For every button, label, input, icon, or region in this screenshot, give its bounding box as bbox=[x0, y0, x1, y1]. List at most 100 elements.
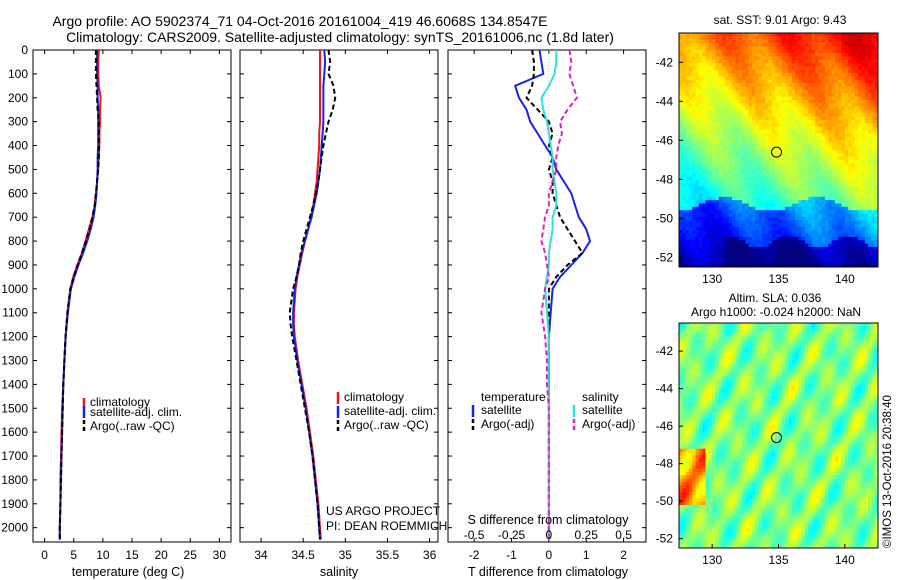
heatmap-cell bbox=[818, 263, 823, 268]
x-tick-label: 0 bbox=[41, 548, 48, 562]
heatmap-cell bbox=[755, 46, 759, 51]
heatmap-cell bbox=[871, 176, 876, 181]
heatmap-cell bbox=[702, 326, 706, 331]
heatmap-cell bbox=[725, 106, 730, 111]
heatmap-cell bbox=[854, 256, 859, 261]
heatmap-cell bbox=[685, 36, 690, 41]
heatmap-cell bbox=[682, 136, 687, 141]
heatmap-cell bbox=[685, 203, 690, 208]
heatmap-cell bbox=[778, 156, 783, 161]
heatmap-cell bbox=[685, 176, 690, 181]
heatmap-cell bbox=[824, 236, 829, 241]
heatmap-cell bbox=[732, 176, 736, 181]
heatmap-cell bbox=[758, 63, 763, 67]
heatmap-cell bbox=[841, 176, 846, 181]
heatmap-cell bbox=[814, 223, 819, 228]
heatmap-cell bbox=[725, 53, 730, 57]
heatmap-cell bbox=[841, 170, 846, 174]
heatmap-cell bbox=[755, 89, 759, 94]
heatmap-cell bbox=[861, 83, 866, 87]
heatmap-cell bbox=[864, 99, 869, 104]
heatmap-cell bbox=[848, 133, 852, 138]
heatmap-cell bbox=[805, 339, 809, 344]
heatmap-cell bbox=[864, 66, 869, 71]
heatmap-cell bbox=[868, 183, 872, 188]
heatmap-cell bbox=[805, 63, 809, 67]
heatmap-cell bbox=[808, 160, 813, 164]
heatmap-cell bbox=[768, 256, 773, 261]
heatmap-cell bbox=[841, 89, 846, 94]
heatmap-cell bbox=[682, 83, 687, 87]
heatmap-cell bbox=[834, 96, 839, 101]
heatmap-cell bbox=[695, 186, 700, 191]
heatmap-cell bbox=[798, 129, 803, 134]
heatmap-cell bbox=[751, 33, 756, 37]
heatmap-cell bbox=[864, 323, 869, 327]
heatmap-cell bbox=[705, 156, 710, 161]
heatmap-cell bbox=[785, 346, 789, 350]
heatmap-cell bbox=[841, 253, 846, 258]
heatmap-cell bbox=[745, 263, 750, 268]
heatmap-cell bbox=[761, 173, 766, 178]
heatmap-cell bbox=[864, 166, 869, 171]
heatmap-cell bbox=[738, 69, 743, 74]
heatmap-cell bbox=[738, 133, 743, 138]
y-tick-label: 300 bbox=[8, 115, 28, 129]
heatmap-cell bbox=[798, 156, 803, 161]
heatmap-cell bbox=[778, 56, 783, 61]
heatmap-cell bbox=[814, 89, 819, 94]
heatmap-cell bbox=[692, 329, 696, 334]
heatmap-cell bbox=[695, 49, 700, 54]
heatmap-cell bbox=[728, 230, 733, 234]
heatmap-cell bbox=[854, 63, 859, 67]
heatmap-cell bbox=[824, 160, 829, 164]
heatmap-cell bbox=[861, 190, 866, 194]
heatmap-cell bbox=[761, 336, 766, 340]
heatmap-cell bbox=[864, 106, 869, 111]
heatmap-cell bbox=[715, 200, 720, 204]
heatmap-cell bbox=[814, 126, 819, 131]
heatmap-cell bbox=[755, 129, 759, 134]
heatmap-cell bbox=[778, 203, 783, 208]
difference-xlabel: T difference from climatology bbox=[468, 565, 629, 579]
heatmap-cell bbox=[705, 119, 710, 124]
heatmap-cell bbox=[831, 240, 836, 244]
heatmap-cell bbox=[732, 206, 736, 211]
heatmap-cell bbox=[791, 53, 796, 57]
heatmap-cell bbox=[808, 113, 813, 117]
heatmap-cell bbox=[801, 69, 806, 74]
heatmap-cell bbox=[698, 346, 703, 350]
heatmap-cell bbox=[795, 336, 799, 340]
heatmap-cell bbox=[781, 46, 786, 51]
heatmap-cell bbox=[781, 240, 786, 244]
heatmap-cell bbox=[788, 206, 793, 211]
heatmap-cell bbox=[814, 256, 819, 261]
heatmap-cell bbox=[732, 329, 736, 334]
heatmap-cell bbox=[828, 150, 832, 154]
heatmap-cell bbox=[688, 190, 693, 194]
heatmap-cell bbox=[775, 66, 779, 71]
heatmap-cell bbox=[785, 33, 789, 37]
heatmap-cell bbox=[705, 46, 710, 51]
heatmap-cell bbox=[868, 240, 872, 244]
heatmap-cell bbox=[808, 200, 813, 204]
heatmap-cell bbox=[682, 109, 687, 114]
heatmap-cell bbox=[775, 339, 779, 344]
heatmap-cell bbox=[821, 190, 826, 194]
heatmap-cell bbox=[848, 156, 852, 161]
heatmap-cell bbox=[828, 342, 832, 347]
heatmap-cell bbox=[688, 36, 693, 41]
heatmap-cell bbox=[748, 326, 753, 331]
heatmap-cell bbox=[854, 43, 859, 47]
heatmap-cell bbox=[738, 106, 743, 111]
heatmap-cell bbox=[708, 186, 713, 191]
heatmap-cell bbox=[838, 36, 842, 41]
heatmap-cell bbox=[834, 253, 839, 258]
heatmap-cell bbox=[871, 170, 876, 174]
heatmap-cell bbox=[751, 176, 756, 181]
x-tick-label: 35.5 bbox=[376, 548, 400, 562]
heatmap-cell bbox=[745, 196, 750, 201]
heatmap-cell bbox=[718, 143, 723, 148]
heatmap-cell bbox=[695, 336, 700, 340]
heatmap-cell bbox=[861, 253, 866, 258]
